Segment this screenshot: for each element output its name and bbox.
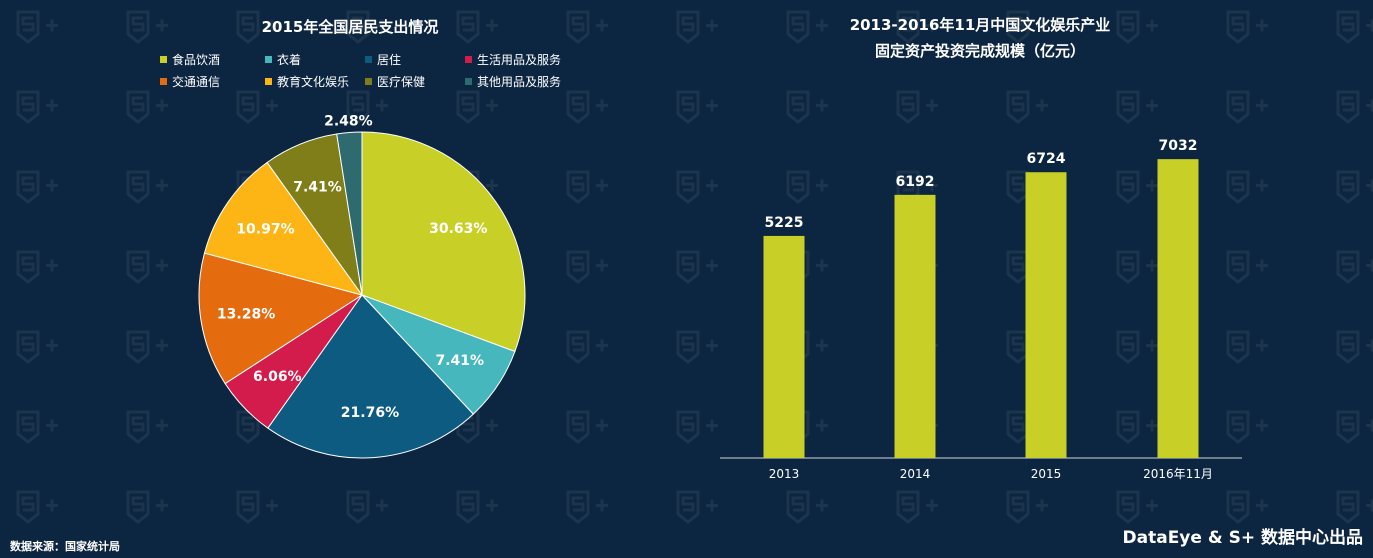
pie-slice	[361, 131, 526, 353]
legend-label: 教育文化娱乐	[277, 74, 350, 89]
legend-swatch	[160, 77, 167, 85]
bar-chart: 5225 2013 6192 2014 6724 2015 7032 2016年11月	[720, 138, 1242, 481]
pie-slice	[203, 161, 364, 296]
bar-chart-title-line1: 2013-2016年11月中国文化娱乐产业	[849, 16, 1111, 34]
credit-note: DataEye & S+ 数据中心出品	[1122, 528, 1363, 548]
bar-value-label: 7032	[1159, 138, 1198, 154]
pie-data-label: 7.41%	[435, 353, 484, 369]
legend-swatch	[365, 55, 372, 63]
legend-label: 居住	[377, 52, 402, 67]
pie-slice	[336, 131, 363, 296]
legend-swatch	[465, 55, 472, 63]
bar	[894, 194, 936, 458]
legend-item: 交通通信	[160, 73, 220, 89]
pie-slice	[267, 294, 474, 459]
bar	[1157, 159, 1199, 458]
legend-label: 生活用品及服务	[477, 52, 562, 67]
pie-chart-title: 2015年全国居民支出情况	[261, 18, 439, 36]
bar-value-label: 5225	[765, 215, 804, 231]
pie-data-label: 30.63%	[429, 221, 487, 237]
legend-item: 医疗保健	[365, 73, 425, 89]
legend-label: 其他用品及服务	[477, 74, 562, 89]
legend-label: 食品饮酒	[172, 52, 221, 67]
legend-swatch	[160, 55, 167, 63]
pie-slice	[198, 252, 364, 385]
x-tick-label: 2015	[1031, 467, 1062, 481]
x-tick-label: 2014	[900, 467, 931, 481]
legend-item: 教育文化娱乐	[265, 73, 349, 89]
legend-item: 食品饮酒	[160, 51, 220, 67]
bar-chart-title: 2013-2016年11月中国文化娱乐产业 固定资产投资完成规模（亿元）	[780, 12, 1180, 64]
pie-chart: 30.63% 7.41% 21.76% 6.06% 13.28% 10.97% 7.41% 2…	[198, 114, 526, 459]
data-source-note: 数据来源：国家统计局	[10, 540, 120, 553]
pie-data-label: 7.41%	[293, 179, 342, 195]
x-tick-label: 2013	[769, 467, 800, 481]
legend-item: 衣着	[265, 51, 301, 67]
bar-value-label: 6192	[896, 174, 935, 190]
bar-chart-title-line2: 固定资产投资完成规模（亿元）	[874, 42, 1085, 60]
bar-value-label: 6724	[1027, 151, 1066, 167]
legend-item: 其他用品及服务	[465, 73, 561, 89]
bar	[1025, 172, 1067, 458]
legend-label: 交通通信	[172, 74, 221, 89]
legend-swatch	[365, 77, 372, 85]
pie-data-label: 2.48%	[324, 114, 373, 130]
pie-data-label: 6.06%	[253, 369, 302, 385]
x-tick-label: 2016年11月	[1143, 467, 1213, 481]
legend-swatch	[265, 77, 272, 85]
legend-swatch	[265, 55, 272, 63]
legend-item: 生活用品及服务	[465, 51, 561, 67]
legend-label: 衣着	[277, 52, 302, 67]
legend-item: 居住	[365, 51, 401, 67]
pie-data-label: 21.76%	[341, 405, 399, 421]
pie-data-label: 10.97%	[236, 221, 294, 237]
pie-data-label: 13.28%	[217, 306, 275, 322]
legend-swatch	[465, 77, 472, 85]
bar	[763, 235, 805, 458]
legend-label: 医疗保健	[377, 74, 426, 89]
